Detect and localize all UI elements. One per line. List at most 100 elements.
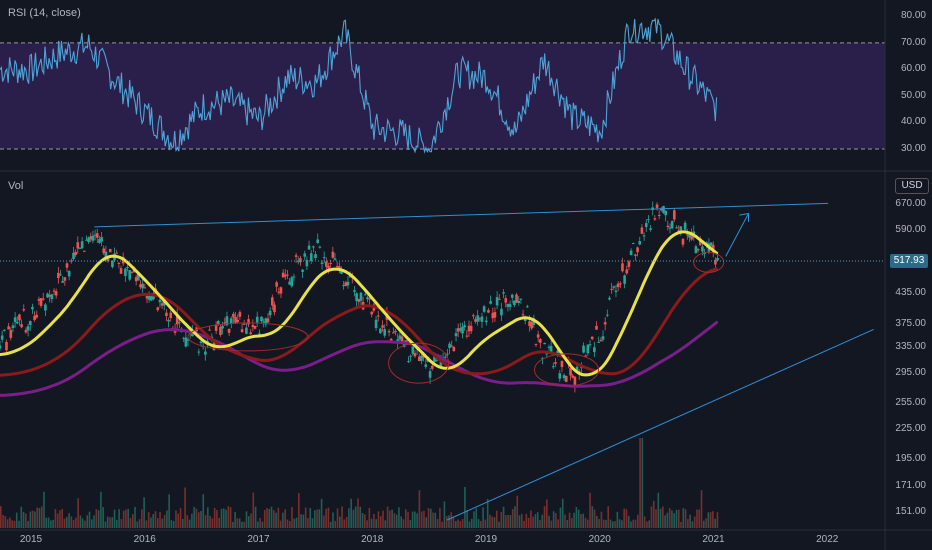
candle-body bbox=[227, 328, 231, 333]
candle-body bbox=[696, 249, 700, 251]
volume-bar bbox=[316, 509, 318, 528]
candle-body bbox=[629, 250, 633, 256]
volume-bar bbox=[400, 516, 403, 528]
price-tick-label: 225.00 bbox=[895, 423, 926, 435]
volume-bar bbox=[377, 511, 380, 528]
price-tick-label: 335.00 bbox=[895, 341, 926, 353]
candle-body bbox=[510, 294, 514, 298]
volume-bar bbox=[627, 515, 630, 528]
candle-body bbox=[3, 329, 6, 331]
candle-body bbox=[162, 301, 166, 306]
candle-body bbox=[141, 283, 144, 289]
candle-body bbox=[428, 371, 432, 378]
volume-bar bbox=[714, 518, 716, 528]
volume-bar bbox=[31, 510, 34, 528]
volume-bar bbox=[618, 519, 621, 528]
volume-bar bbox=[534, 514, 537, 528]
volume-bar bbox=[696, 509, 698, 528]
volume-bar bbox=[141, 509, 143, 528]
volume-bar bbox=[580, 514, 582, 528]
volume-bar bbox=[309, 507, 312, 528]
volume-bar bbox=[65, 517, 68, 528]
volume-bar bbox=[682, 508, 685, 528]
volume-bar bbox=[541, 514, 544, 528]
volume-bar bbox=[302, 514, 305, 528]
candle-body bbox=[268, 310, 272, 316]
candle-body bbox=[508, 304, 512, 308]
volume-bar bbox=[307, 518, 309, 528]
volume-bar bbox=[598, 518, 600, 528]
rsi-tick-label: 30.00 bbox=[900, 143, 926, 155]
volume-bar bbox=[707, 512, 710, 528]
time-tick-label: 2021 bbox=[702, 534, 725, 545]
volume-bar bbox=[304, 507, 307, 528]
candle-body bbox=[443, 356, 447, 358]
candle-body bbox=[85, 239, 88, 241]
volume-bar bbox=[254, 506, 257, 528]
volume-bar bbox=[639, 438, 641, 528]
volume-bar bbox=[218, 517, 221, 528]
candle-body bbox=[398, 335, 402, 340]
volume-bar bbox=[100, 491, 102, 528]
volume-bar bbox=[662, 506, 664, 528]
candle-body bbox=[28, 320, 32, 325]
candle-body bbox=[273, 304, 276, 313]
price-tick-label: 171.00 bbox=[895, 479, 926, 491]
volume-bar bbox=[88, 511, 91, 528]
time-tick-label: 2020 bbox=[588, 534, 611, 545]
volume-bar bbox=[493, 517, 496, 528]
candle-body bbox=[31, 306, 34, 310]
candle-body bbox=[186, 339, 190, 341]
volume-bar bbox=[329, 521, 332, 528]
candle-body bbox=[433, 356, 436, 363]
lower-trendline bbox=[446, 328, 874, 521]
candle-body bbox=[294, 255, 298, 257]
candle-body bbox=[296, 260, 300, 262]
volume-bar bbox=[455, 521, 457, 528]
volume-bar bbox=[370, 518, 373, 528]
candle-body bbox=[316, 239, 320, 243]
volume-bar bbox=[671, 510, 673, 528]
volume-bar bbox=[188, 519, 191, 528]
rsi-label: RSI (14, close) bbox=[8, 7, 81, 19]
candle-body bbox=[283, 274, 287, 277]
volume-bar bbox=[106, 516, 109, 528]
volume-bar bbox=[266, 507, 268, 528]
volume-bar bbox=[441, 521, 443, 528]
volume-bar bbox=[300, 514, 302, 528]
candle-body bbox=[93, 234, 97, 236]
candle-body bbox=[623, 275, 626, 284]
volume-bar bbox=[436, 518, 439, 528]
volume-bar bbox=[395, 514, 398, 528]
volume-bar bbox=[511, 509, 514, 528]
volume-bar bbox=[384, 520, 387, 528]
candle-body bbox=[82, 250, 86, 252]
candle-body bbox=[117, 262, 121, 264]
currency-badge[interactable]: USD bbox=[895, 178, 929, 194]
candle-body bbox=[616, 283, 620, 288]
volume-bar bbox=[582, 513, 585, 528]
volume-bar bbox=[97, 510, 100, 528]
volume-bar bbox=[420, 511, 423, 528]
candle-body bbox=[111, 260, 114, 268]
volume-bar bbox=[13, 520, 16, 528]
candle-body bbox=[675, 227, 678, 229]
volume-bar bbox=[589, 492, 591, 528]
candle-body bbox=[44, 304, 47, 311]
volume-bar bbox=[548, 515, 550, 528]
volume-bar bbox=[143, 497, 145, 528]
volume-bar bbox=[113, 509, 116, 528]
volume-bar bbox=[77, 498, 79, 528]
candle-body bbox=[472, 315, 475, 317]
volume-bar bbox=[466, 510, 468, 528]
volume-bar bbox=[338, 516, 341, 528]
candle-body bbox=[564, 375, 568, 382]
candle-body bbox=[621, 263, 624, 272]
candle-body bbox=[61, 281, 64, 283]
volume-bar bbox=[393, 513, 396, 528]
volume-bar bbox=[86, 515, 89, 528]
candle-body bbox=[521, 314, 525, 316]
volume-bar bbox=[225, 509, 227, 528]
volume-bar bbox=[195, 508, 198, 528]
volume-bar bbox=[293, 518, 296, 528]
